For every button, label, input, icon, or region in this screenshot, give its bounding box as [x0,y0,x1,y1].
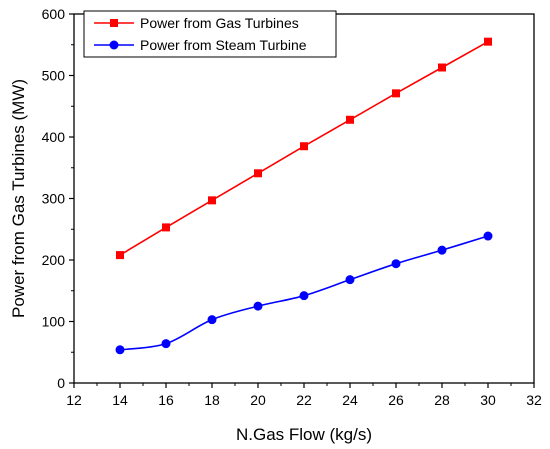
x-axis-title: N.Gas Flow (kg/s) [236,425,372,444]
data-point-circle [483,231,493,241]
data-point-circle [345,275,355,285]
legend-box [83,10,337,58]
x-tick-label: 26 [388,392,404,408]
data-point-square [346,115,354,124]
data-point-circle [391,259,401,269]
data-point-circle [161,339,171,349]
legend-label-2: Power from Steam Turbine [140,37,307,53]
y-tick-label: 200 [42,252,66,268]
data-point-square [208,196,216,205]
series-layer [115,37,493,355]
data-point-circle [253,301,263,311]
x-tick-label: 32 [526,392,542,408]
data-point-square [116,251,124,260]
data-point-square [392,89,400,98]
axes: 12 14 16 18 20 22 24 26 28 30 32 0 100 200 300 400 500 60… [42,6,542,408]
plot-frame [73,13,535,384]
y-tick-label: 0 [57,375,65,391]
legend-marker-circle [109,40,119,50]
data-point-circle [115,345,125,355]
x-tick-label: 24 [342,392,358,408]
y-tick-label: 100 [42,314,66,330]
x-tick-label: 12 [66,392,82,408]
legend: Power from Gas Turbines Power from Steam … [83,10,337,58]
x-tick-label: 30 [480,392,496,408]
x-tick-label: 22 [296,392,312,408]
data-point-square [484,37,492,46]
y-tick-label: 400 [42,129,66,145]
data-point-circle [437,245,447,255]
y-tick-label: 300 [42,191,66,207]
data-point-circle [207,315,217,325]
data-point-square [254,169,262,178]
y-axis-title: Power from Gas Turbines (MW) [9,79,28,318]
legend-label-1: Power from Gas Turbines [140,15,299,31]
x-tick-label: 20 [250,392,266,408]
data-point-square [300,142,308,151]
data-point-square [162,223,170,232]
x-tick-label: 28 [434,392,450,408]
y-tick-label: 600 [42,6,66,22]
x-tick-label: 18 [204,392,220,408]
x-tick-label: 16 [158,392,174,408]
legend-marker-square [110,19,118,27]
data-point-square [438,63,446,72]
y-tick-label: 500 [42,68,66,84]
data-point-circle [299,291,309,301]
x-tick-label: 14 [112,392,128,408]
